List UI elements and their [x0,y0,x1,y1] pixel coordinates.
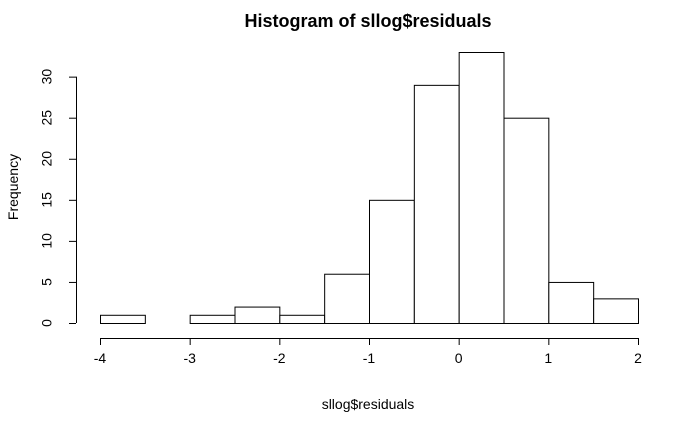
histogram-bars [100,52,640,325]
histogram-bar-10 [548,281,595,324]
histogram-bar-11 [593,298,640,325]
x-tick-label-6: 2 [634,350,642,366]
x-tick-label-3: -1 [363,350,376,366]
x-axis: -4 -3 -2 -1 0 1 2 [94,338,642,366]
histogram-bar-0 [100,314,146,324]
y-tick-label-5: 25 [39,110,55,126]
histogram-bar-2 [189,314,236,324]
y-tick-label-6: 30 [39,69,55,85]
histogram-bar-4 [279,314,326,324]
histogram-bar-8 [458,52,505,324]
histogram-bar-9 [503,117,550,324]
x-tick-label-1: -3 [183,350,196,366]
x-tick-label-5: 1 [544,350,552,366]
histogram-bar-5 [324,273,370,324]
y-tick-label-3: 15 [39,192,55,208]
y-tick-label-1: 5 [39,278,55,286]
x-axis-label: sllog$residuals [322,396,415,412]
chart-title: Histogram of sllog$residuals [244,11,491,31]
x-tick-label-0: -4 [94,350,107,366]
y-tick-label-2: 10 [39,233,55,249]
histogram-bar-7 [413,84,460,325]
y-tick-label-0: 0 [39,319,55,327]
y-tick-label-4: 20 [39,151,55,167]
x-tick-label-4: 0 [455,350,463,366]
histogram-bar-6 [369,199,415,324]
y-axis: 0 5 10 15 20 25 30 [39,69,77,327]
x-tick-label-2: -2 [273,350,286,366]
histogram-bar-3 [234,306,281,324]
y-axis-label: Frequency [5,154,21,220]
